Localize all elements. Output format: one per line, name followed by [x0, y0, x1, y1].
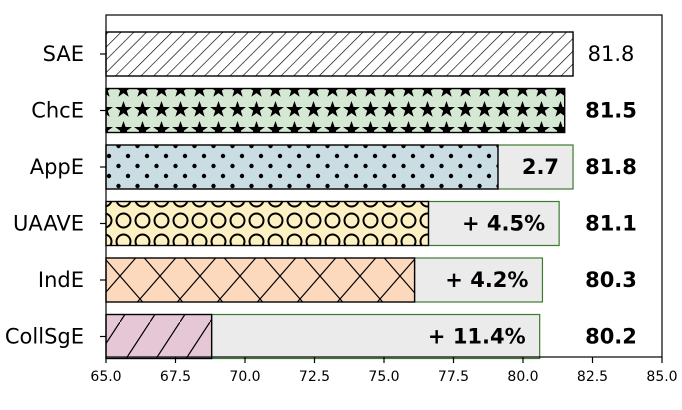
bar-inde: [105, 257, 416, 303]
bar-sae: [105, 31, 574, 77]
labels-layer: 81.8 81.5 2.7 81.8 + 4.5% 81.1 + 4.2% 80.3 + 11.…: [428, 42, 637, 349]
category-label-chce: ChcE: [31, 99, 84, 123]
x-tick-label: 82.5: [577, 369, 608, 385]
x-tick-label: 77.5: [438, 369, 469, 385]
gain-box-collsge: [211, 313, 541, 360]
gain-box-inde: [413, 257, 544, 303]
x-tick-label: 70.0: [229, 369, 260, 385]
x-tick-label: 67.5: [160, 369, 191, 385]
value-label-sae: 81.8: [588, 42, 635, 66]
gain-box-appe: [497, 144, 574, 190]
bar-appe: [105, 144, 499, 190]
category-label-inde: IndE: [38, 268, 84, 292]
gain-label-collsge: + 11.4%: [428, 325, 526, 349]
gain-label-inde: + 4.2%: [445, 268, 528, 292]
bar-collsge: [105, 313, 213, 360]
x-tick-label: 65.0: [90, 369, 121, 385]
y-axis: SAE ChcE AppE UAAVE IndE CollSgE: [5, 42, 106, 349]
value-label-uaave: 81.1: [585, 212, 637, 236]
x-tick-label: 75.0: [368, 369, 399, 385]
value-label-appe: 81.8: [585, 155, 637, 179]
value-label-inde: 80.3: [585, 268, 637, 292]
category-label-appe: AppE: [30, 155, 84, 179]
x-tick-label: 85.0: [646, 369, 677, 385]
x-axis: 65.0 67.5 70.0 72.5 75.0 77.5 80.0 82.5 85.0: [90, 357, 678, 385]
bars-layer: [105, 31, 574, 360]
x-tick-label: 80.0: [507, 369, 538, 385]
gain-label-appe: 2.7: [522, 155, 559, 179]
category-label-sae: SAE: [43, 42, 84, 66]
category-label-uaave: UAAVE: [13, 212, 84, 236]
gain-label-uaave: + 4.5%: [462, 212, 545, 236]
value-label-chce: 81.5: [585, 99, 637, 123]
value-label-collsge: 80.2: [585, 325, 637, 349]
bar-uaave: [105, 200, 430, 247]
x-tick-label: 72.5: [299, 369, 330, 385]
bar-chce: [105, 87, 566, 134]
category-label-collsge: CollSgE: [5, 325, 84, 349]
